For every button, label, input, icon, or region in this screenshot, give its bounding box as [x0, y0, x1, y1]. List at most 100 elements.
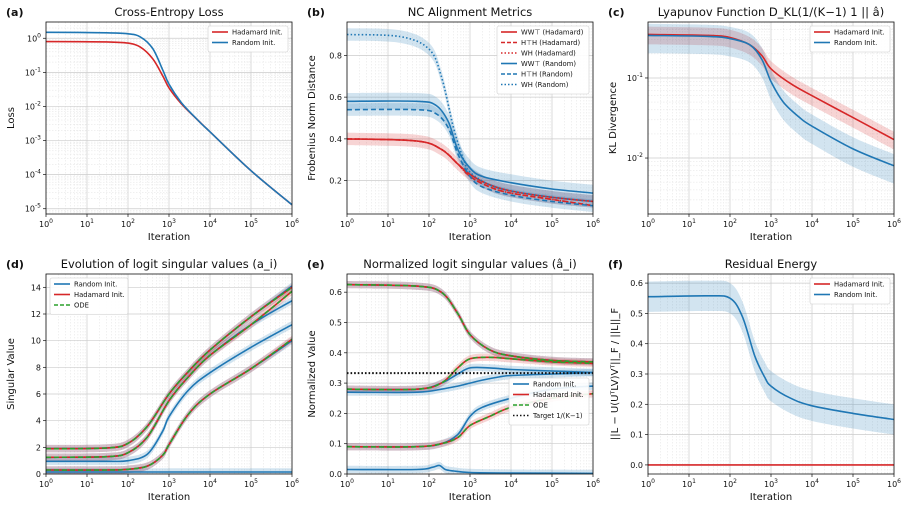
series-line [46, 31, 292, 206]
y-tick-label: 0.1 [630, 431, 643, 440]
legend-label: ODE [533, 402, 548, 410]
y-tick-label: 0.4 [329, 349, 342, 358]
series-line [648, 34, 894, 167]
y-tick-label: 10-2 [25, 100, 41, 111]
series-line [648, 33, 894, 141]
x-tick-label: 106 [586, 218, 600, 229]
legend-label: Hadamard Init. [74, 291, 125, 299]
panel-label: (a) [6, 6, 23, 19]
x-tick-label: 100 [39, 218, 53, 229]
legend-label: Hadamard Init. [232, 29, 283, 37]
x-tick-label: 101 [80, 478, 94, 489]
y-tick-label: 0.6 [329, 288, 342, 297]
y-tick-label: 0 [36, 470, 41, 479]
y-tick-label: 10 [31, 337, 41, 346]
x-tick-label: 104 [203, 478, 217, 489]
x-tick-label: 102 [723, 218, 737, 229]
y-tick-label: 12 [31, 310, 41, 319]
chart-title: Lyapunov Function D_KL(1/(K−1) 1 || â) [658, 5, 884, 19]
x-tick-label: 103 [764, 218, 778, 229]
legend-label: H⊤H (Hadamard) [521, 39, 580, 47]
x-tick-label: 103 [463, 478, 477, 489]
x-tick-label: 105 [244, 478, 258, 489]
series-band [347, 461, 593, 474]
y-tick-label: 10-2 [627, 152, 643, 163]
x-tick-label: 106 [285, 478, 299, 489]
legend-label: Hadamard Init. [834, 281, 885, 289]
x-tick-label: 106 [887, 478, 901, 489]
y-axis-label: Normalized Value [307, 330, 318, 417]
y-tick-label: 6 [36, 390, 41, 399]
series-band [46, 336, 292, 474]
chart-title: Evolution of logit singular values (a_i) [61, 257, 278, 271]
legend-label: Random Init. [533, 381, 576, 389]
x-tick-label: 101 [682, 478, 696, 489]
series-band [648, 23, 894, 184]
x-tick-label: 102 [723, 478, 737, 489]
y-tick-label: 0.3 [630, 370, 643, 379]
x-tick-label: 100 [39, 478, 53, 489]
x-tick-label: 105 [244, 218, 258, 229]
series-line [347, 138, 593, 207]
x-tick-label: 100 [340, 218, 354, 229]
x-tick-label: 103 [162, 218, 176, 229]
y-tick-label: 0.2 [329, 409, 342, 418]
legend-label: Hadamard Init. [834, 29, 885, 37]
y-tick-label: 10-5 [25, 203, 41, 214]
x-tick-label: 104 [504, 478, 518, 489]
x-tick-label: 102 [422, 218, 436, 229]
legend-label: ODE [74, 302, 89, 310]
panel-d: 100 101 102 103 104 105 106 0 2 4 6 8 10 12 14 Evolutio… [6, 257, 299, 503]
x-tick-label: 103 [463, 218, 477, 229]
series-band [347, 103, 593, 212]
panel-label: (b) [307, 6, 325, 19]
x-tick-label: 102 [422, 478, 436, 489]
y-tick-label: 4 [36, 417, 41, 426]
series-band [648, 280, 894, 435]
y-tick-label: 0.3 [329, 379, 342, 388]
x-tick-label: 103 [162, 478, 176, 489]
y-tick-label: 0.1 [329, 440, 342, 449]
y-axis-label: Frobenius Norm Distance [307, 55, 318, 181]
legend: Hadamard Init. Random Init. [809, 25, 891, 53]
series-band [347, 363, 593, 394]
x-tick-label: 101 [682, 218, 696, 229]
y-axis-label: ||L − U(UᵀLV)Vᵀ||_F / ||L||_F [610, 308, 621, 441]
y-tick-label: 0.8 [329, 51, 342, 60]
series-line [347, 283, 593, 363]
x-tick-label: 106 [586, 478, 600, 489]
y-tick-label: 10-1 [627, 72, 643, 83]
x-tick-label: 104 [805, 478, 819, 489]
legend-label: WH (Hadamard) [521, 50, 576, 58]
series-group [46, 31, 292, 206]
series-band [347, 353, 593, 394]
x-tick-label: 102 [121, 218, 135, 229]
x-tick-label: 106 [285, 218, 299, 229]
y-tick-label: 0.6 [329, 93, 342, 102]
y-axis-label: Singular Value [6, 338, 17, 410]
y-tick-label: 10-4 [25, 169, 41, 180]
x-tick-label: 100 [340, 478, 354, 489]
panel-f: 100 101 102 103 104 105 106 0.0 0.1 0.2 0.3 0.4 0.5 0… [608, 257, 901, 503]
series-line [46, 323, 292, 463]
y-tick-label: 10-3 [25, 135, 41, 146]
chart-title: NC Alignment Metrics [408, 5, 533, 19]
panel-label: (e) [307, 258, 325, 271]
y-tick-label: 2 [36, 443, 41, 452]
panel-label: (d) [6, 258, 24, 271]
legend-label: WW⊤ (Random) [521, 60, 576, 68]
legend-label: Random Init. [834, 39, 877, 47]
series-band [347, 132, 593, 208]
legend: Random Init. Hadamard Init. ODE [49, 277, 129, 315]
series-group [347, 28, 593, 212]
y-tick-label: 0.4 [630, 340, 643, 349]
x-tick-label: 105 [846, 218, 860, 229]
x-tick-label: 100 [641, 478, 655, 489]
x-tick-label: 105 [545, 478, 559, 489]
series-group [46, 282, 292, 474]
y-axis-label: KL Divergence [608, 82, 619, 154]
x-tick-label: 104 [203, 218, 217, 229]
y-tick-label: 0.2 [630, 400, 643, 409]
series-group [648, 23, 894, 184]
